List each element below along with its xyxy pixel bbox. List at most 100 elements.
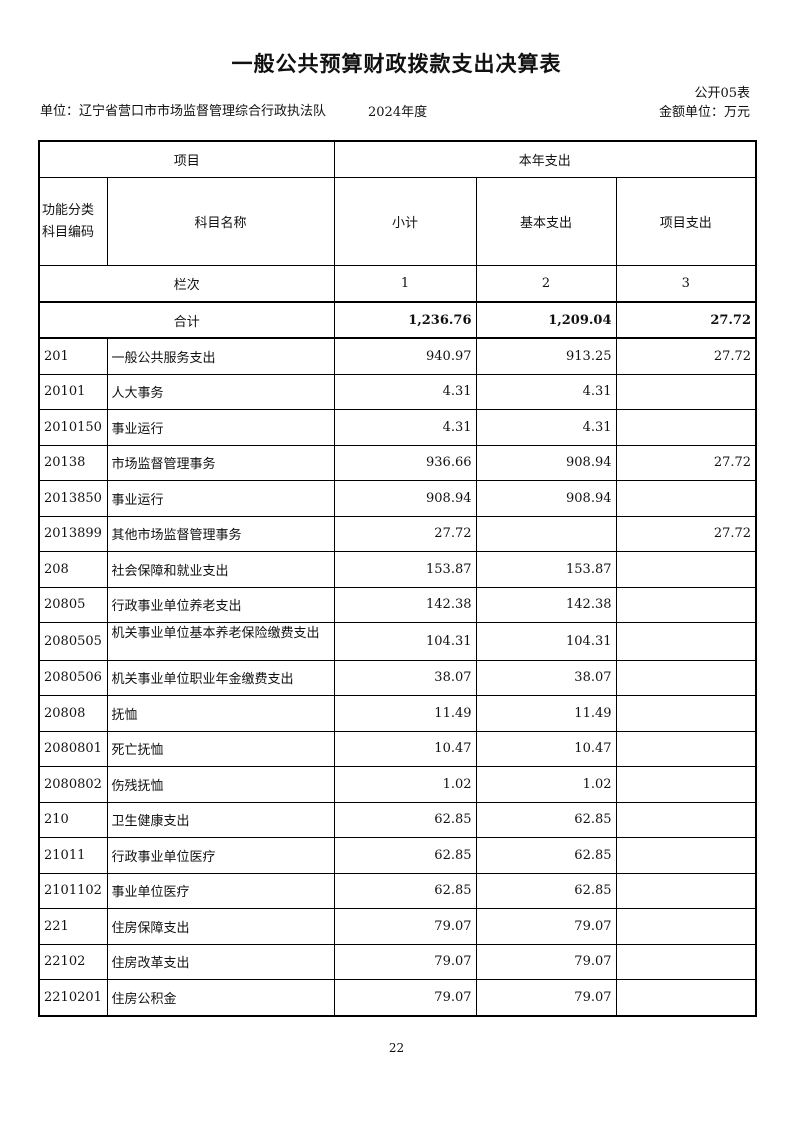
cell-code-text: 2080505 — [44, 633, 102, 649]
cell-name: 人大事务 — [106, 373, 335, 410]
cell-basic: 79.07 — [475, 943, 617, 980]
cell-basic-text: 62.85 — [574, 883, 612, 899]
cell-subtotal: 79.07 — [333, 908, 477, 945]
cell-name-text: 住房改革支出 — [111, 956, 190, 972]
cell-name: 卫生健康支出 — [106, 801, 335, 838]
cell-project — [615, 872, 757, 909]
cell-code-text: 2080802 — [44, 776, 102, 792]
table-row: 210 卫生健康支出 62.85 62.85 — [38, 801, 757, 838]
cell-name: 其他市场监督管理事务 — [106, 515, 335, 552]
cell-name: 住房公积金 — [106, 979, 335, 1016]
cell-basic: 153.87 — [475, 551, 617, 588]
cell-project — [615, 908, 757, 945]
cell-name-text: 市场监督管理事务 — [111, 457, 216, 473]
cell-subtotal-text: 908.94 — [426, 490, 472, 506]
cell-subtotal: 4.31 — [333, 409, 477, 446]
cell-code: 2080505 — [38, 622, 108, 661]
cell-subtotal: 908.94 — [333, 480, 477, 517]
cell-name-text: 住房保障支出 — [111, 920, 190, 936]
cell-code: 20138 — [38, 444, 108, 481]
cell-project: 27.72 — [615, 337, 757, 375]
cell-project — [615, 801, 757, 838]
cell-name-text: 一般公共服务支出 — [111, 350, 216, 366]
cell-code-text: 2010150 — [44, 419, 102, 435]
table-row: 2080802 伤残抚恤 1.02 1.02 — [38, 766, 757, 803]
cell-project — [615, 943, 757, 980]
cell-name-text: 事业单位医疗 — [111, 885, 190, 901]
cell-subtotal: 142.38 — [333, 586, 477, 623]
cell-project — [615, 730, 757, 767]
cell-code: 2210201 — [38, 979, 108, 1016]
cell-code: 2080506 — [38, 659, 108, 696]
expenditure-table: 项目 本年支出 功能分类科目编码 科目名称 小计 基本支出 项目支出 栏次 1 … — [38, 140, 758, 1017]
money-unit: 金额单位：万元 — [658, 105, 750, 120]
cell-basic: 38.07 — [475, 659, 617, 696]
cell-code: 2101102 — [38, 872, 108, 909]
cell-subtotal-text: 79.07 — [434, 989, 472, 1005]
col-index-label: 栏次 — [38, 265, 335, 303]
header-basic: 基本支出 — [475, 177, 617, 266]
cell-code: 21011 — [38, 837, 108, 874]
cell-code: 208 — [38, 551, 108, 588]
table-row: 2080505 机关事业单位基本养老保险缴费支出 104.31 104.31 — [38, 622, 757, 661]
cell-basic: 62.85 — [475, 801, 617, 838]
table-row: 20805 行政事业单位养老支出 142.38 142.38 — [38, 586, 757, 623]
cell-name-text: 事业运行 — [111, 492, 164, 508]
cell-name: 抚恤 — [106, 695, 335, 732]
cell-basic-text: 62.85 — [574, 812, 612, 828]
cell-basic-text: 11.49 — [574, 705, 612, 721]
cell-basic: 908.94 — [475, 444, 617, 481]
cell-name: 伤残抚恤 — [106, 766, 335, 803]
cell-project — [615, 979, 757, 1016]
cell-subtotal: 10.47 — [333, 730, 477, 767]
cell-code: 210 — [38, 801, 108, 838]
cell-subtotal-text: 62.85 — [434, 847, 472, 863]
cell-subtotal-text: 1.02 — [442, 776, 472, 792]
cell-project — [615, 480, 757, 517]
table-row: 221 住房保障支出 79.07 79.07 — [38, 908, 757, 945]
cell-project-text: 27.72 — [713, 348, 752, 364]
table-row: 208 社会保障和就业支出 153.87 153.87 — [38, 551, 757, 588]
cell-name-text: 行政事业单位医疗 — [111, 849, 216, 865]
table-row: 20138 市场监督管理事务 936.66 908.94 27.72 — [38, 444, 757, 481]
cell-code-text: 20101 — [44, 384, 86, 400]
cell-project-text: 27.72 — [713, 526, 752, 542]
cell-name-text: 死亡抚恤 — [111, 743, 164, 759]
cell-subtotal-text: 79.07 — [434, 954, 472, 970]
col-index-3: 3 — [615, 265, 757, 303]
cell-basic-text: 153.87 — [566, 561, 612, 577]
table-row: 2080506 机关事业单位职业年金缴费支出 38.07 38.07 — [38, 659, 757, 696]
cell-code-text: 2080801 — [44, 741, 102, 757]
cell-basic: 1.02 — [475, 766, 617, 803]
cell-project — [615, 409, 757, 446]
cell-name: 一般公共服务支出 — [106, 337, 335, 375]
cell-name-text: 卫生健康支出 — [111, 814, 190, 830]
cell-name-text: 事业运行 — [111, 421, 164, 437]
table-row: 2013850 事业运行 908.94 908.94 — [38, 480, 757, 517]
cell-name-text: 社会保障和就业支出 — [111, 563, 229, 579]
col-index-1: 1 — [333, 265, 477, 303]
cell-basic: 79.07 — [475, 979, 617, 1016]
cell-name-text: 住房公积金 — [111, 991, 177, 1007]
cell-code-text: 2080506 — [44, 670, 102, 686]
cell-name-text: 其他市场监督管理事务 — [111, 528, 242, 544]
cell-code: 2080802 — [38, 766, 108, 803]
cell-code-text: 2013850 — [44, 490, 102, 506]
cell-name: 死亡抚恤 — [106, 730, 335, 767]
cell-name: 行政事业单位医疗 — [106, 837, 335, 874]
cell-basic-text: 913.25 — [566, 348, 612, 364]
cell-code-text: 2013899 — [44, 526, 102, 542]
cell-name: 事业单位医疗 — [106, 872, 335, 909]
cell-subtotal-text: 79.07 — [434, 918, 472, 934]
cell-name: 事业运行 — [106, 409, 335, 446]
cell-subtotal: 104.31 — [333, 622, 477, 661]
cell-basic: 4.31 — [475, 409, 617, 446]
cell-basic: 79.07 — [475, 908, 617, 945]
cell-name: 事业运行 — [106, 480, 335, 517]
unit-name: 单位：辽宁省营口市市场监督管理综合行政执法队 — [40, 104, 327, 119]
cell-subtotal-text: 10.47 — [434, 741, 472, 757]
header-current-year: 本年支出 — [333, 140, 757, 178]
column-index-row: 栏次 1 2 3 — [38, 265, 757, 303]
cell-basic-text: 908.94 — [566, 490, 612, 506]
cell-basic-text: 104.31 — [566, 633, 612, 649]
